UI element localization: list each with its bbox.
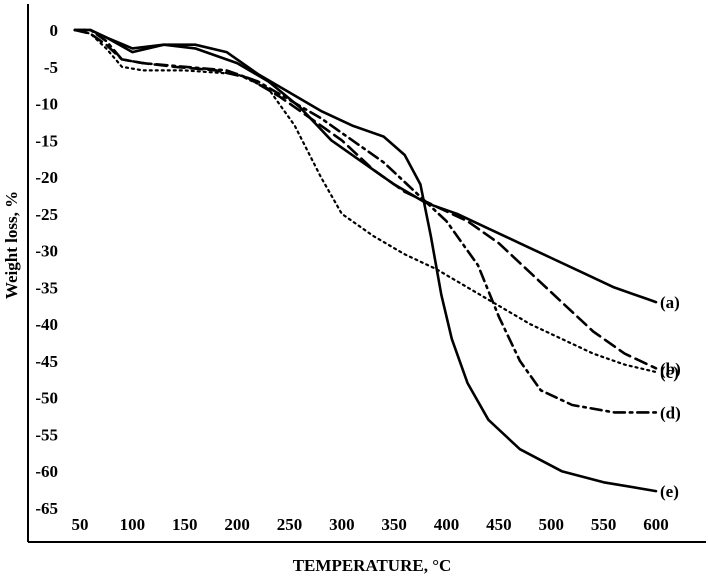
series-label-e: (e)	[660, 482, 679, 501]
x-tick-label: 200	[224, 515, 250, 534]
x-tick-label: 350	[381, 515, 407, 534]
series-line-c	[73, 28, 658, 374]
series-line-a	[73, 28, 658, 304]
x-tick-label: 100	[120, 515, 146, 534]
y-tick-label: -20	[35, 168, 58, 187]
series-labels: (a) (b)(c) (d) (e)	[660, 293, 681, 501]
x-tick-label: 550	[591, 515, 617, 534]
axes	[27, 4, 706, 543]
tick-labels: 0 -5 -10 -15 -20 -25 -30 -35 -40 -45 -50 -55 -60 -65 5…	[35, 21, 668, 534]
series-line-d	[73, 28, 658, 414]
series-label-b: (b)	[660, 359, 681, 378]
y-tick-label: -55	[35, 425, 58, 444]
y-tick-label: -60	[35, 462, 58, 481]
y-tick-label: -65	[35, 499, 58, 518]
x-tick-label: 250	[277, 515, 303, 534]
y-tick-label: -25	[35, 205, 58, 224]
x-tick-label: 300	[329, 515, 355, 534]
y-tick-label: -10	[35, 95, 58, 114]
y-tick-label: -45	[35, 352, 58, 371]
y-tick-label: -5	[44, 58, 58, 77]
series-label-a: (a)	[660, 293, 680, 312]
y-tick-label: -15	[35, 131, 58, 150]
x-tick-label: 150	[172, 515, 198, 534]
series-lines	[73, 28, 658, 493]
x-tick-label: 500	[539, 515, 565, 534]
x-tick-label: 400	[434, 515, 460, 534]
y-axis-title: Weight loss, %	[2, 191, 21, 299]
x-tick-label: 600	[643, 515, 669, 534]
series-line-b	[73, 28, 658, 370]
y-tick-label: -30	[35, 242, 58, 261]
y-tick-label: 0	[50, 21, 59, 40]
y-tick-label: -40	[35, 315, 58, 334]
x-tick-label: 50	[72, 515, 89, 534]
y-tick-label: -35	[35, 278, 58, 297]
x-tick-label: 450	[486, 515, 512, 534]
series-label-c: (c)	[660, 363, 679, 382]
series-line-e	[73, 28, 658, 493]
y-tick-label: -50	[35, 389, 58, 408]
x-axis-title: TEMPERATURE, °C	[293, 556, 452, 575]
series-label-d: (d)	[660, 403, 681, 422]
